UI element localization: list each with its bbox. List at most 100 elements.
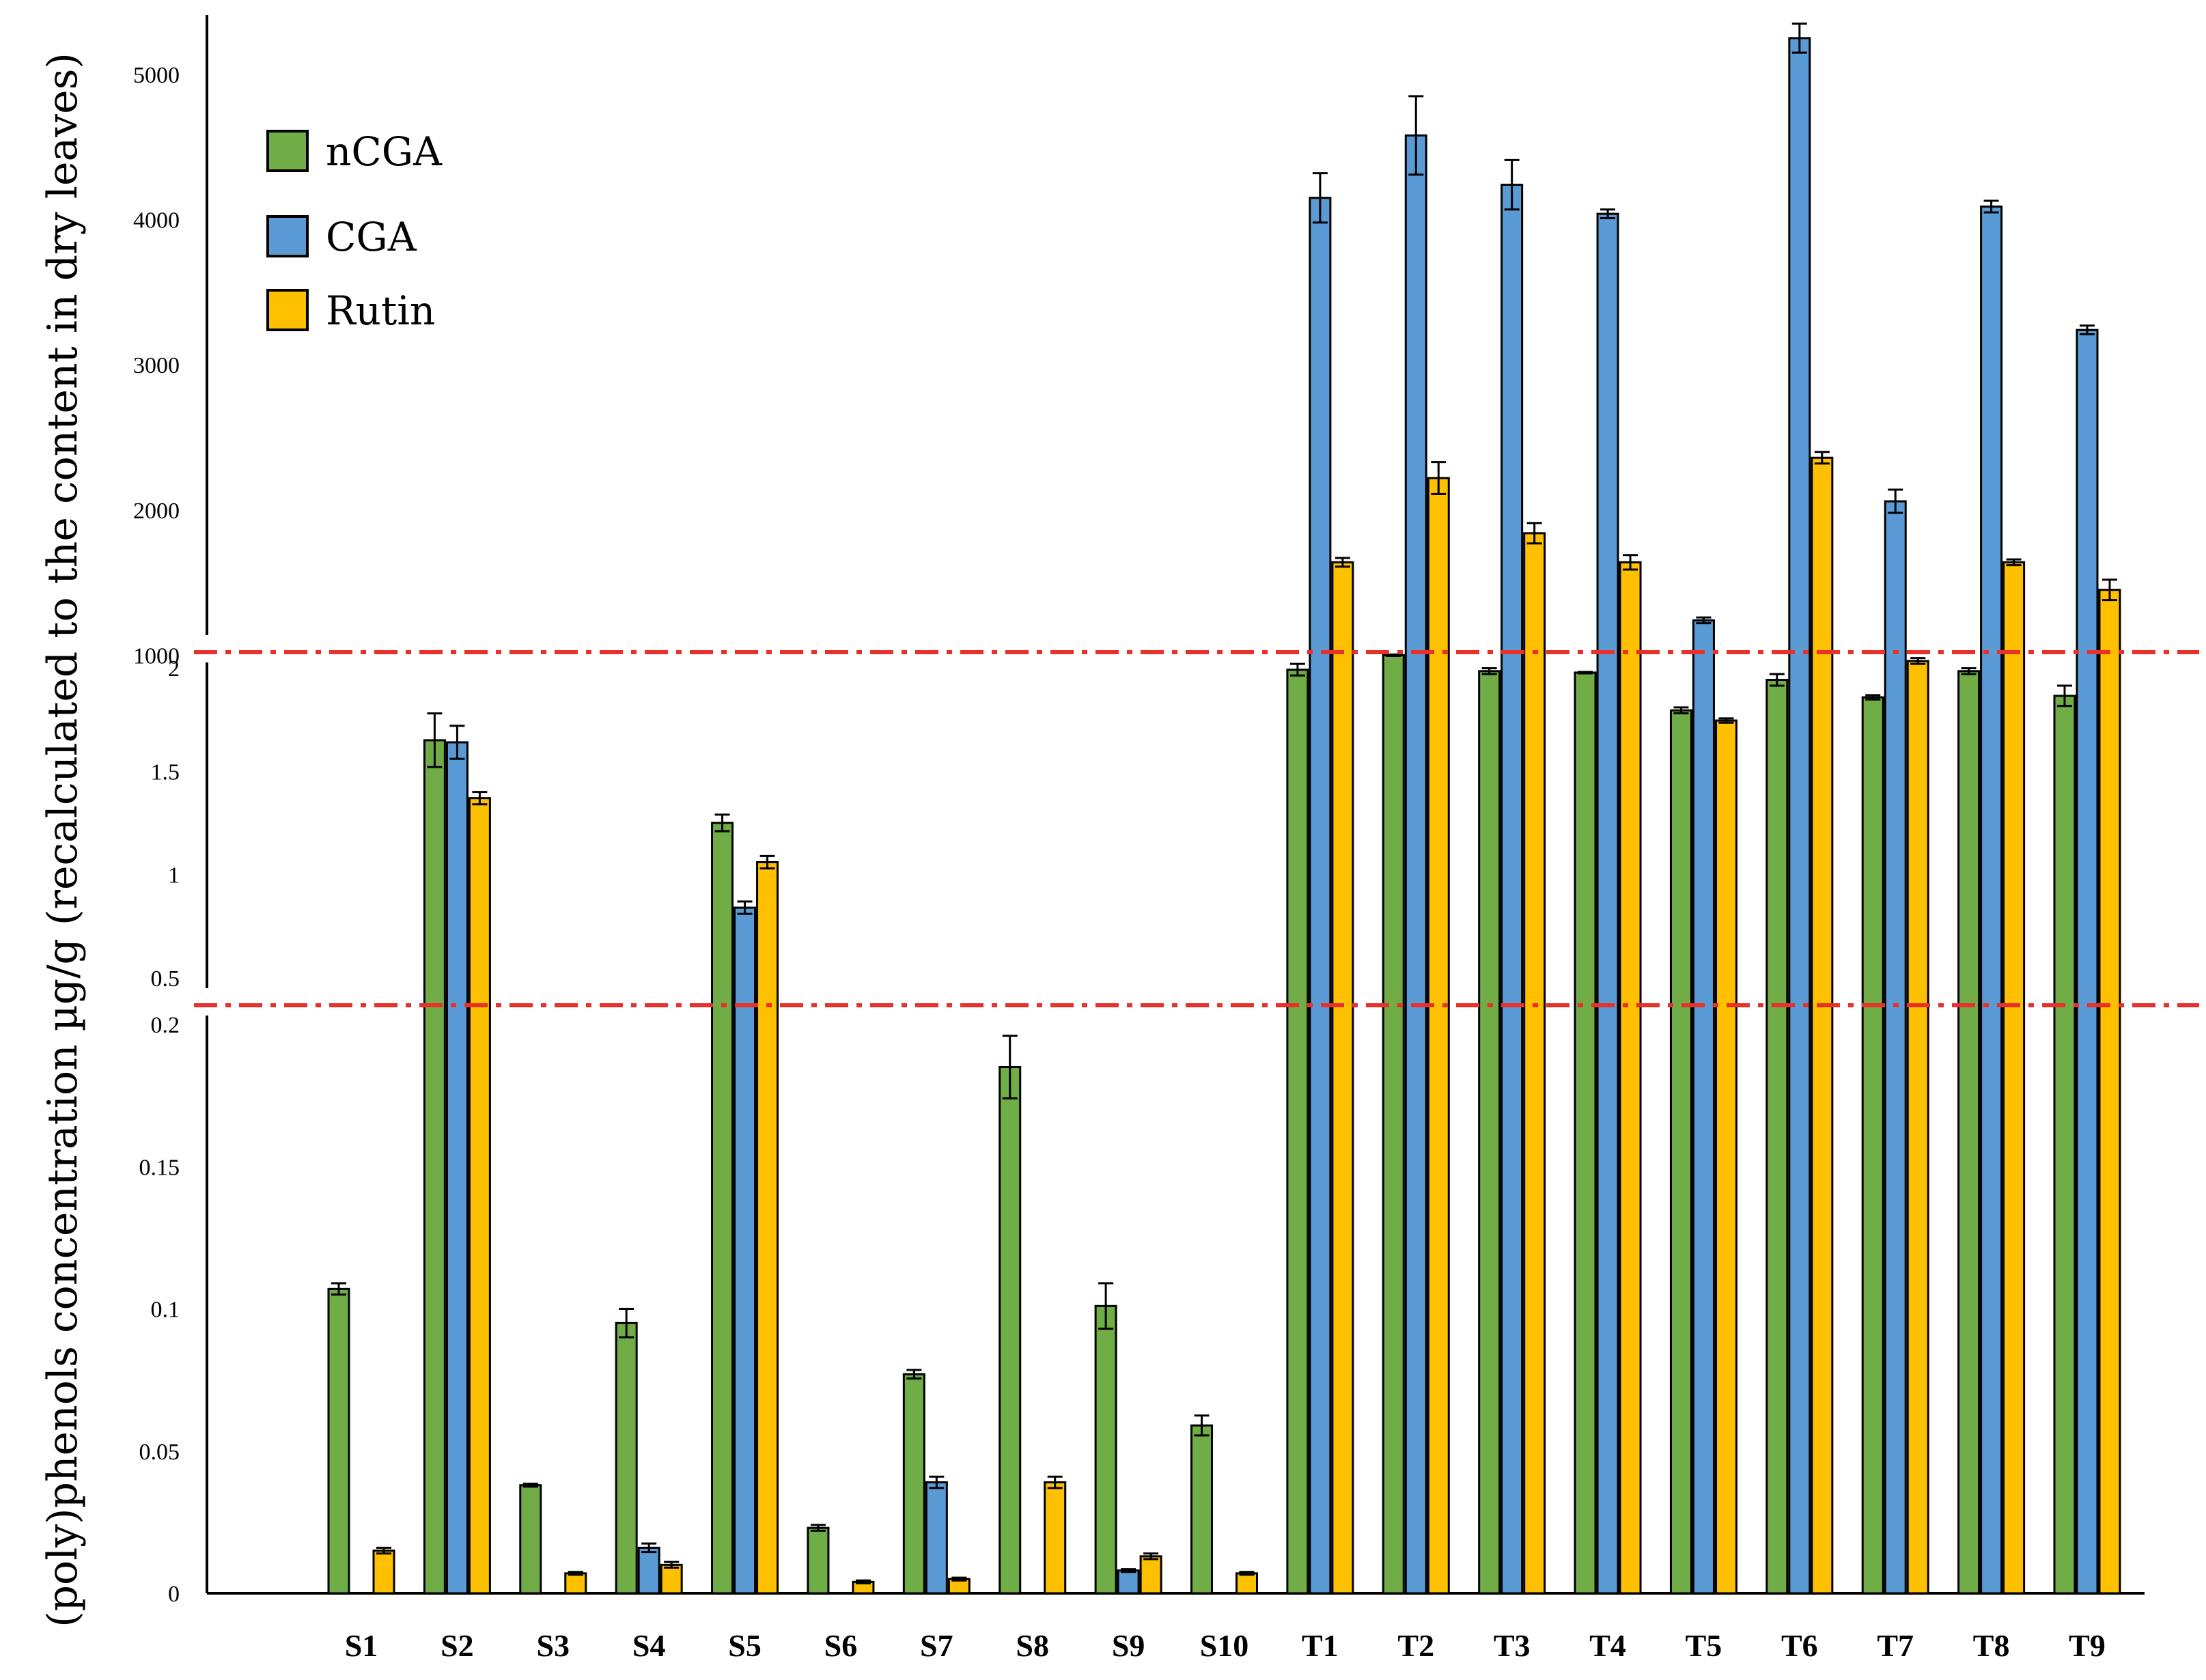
- bar-nCGA-T2: [1382, 654, 1405, 1595]
- error-bar-Rutin-T7: [1910, 657, 1926, 665]
- error-bar-Rutin-S9: [1143, 1552, 1159, 1560]
- error-bar-Rutin-S6: [855, 1579, 871, 1584]
- error-bar-nCGA-S6: [810, 1524, 826, 1532]
- legend-label: nCGA: [326, 128, 443, 175]
- bar-Rutin-T5: [1714, 719, 1737, 1595]
- x-tick-label-T5: T5: [1686, 1628, 1722, 1663]
- bar-nCGA-S5: [711, 822, 734, 1595]
- bar-nCGA-T1: [1286, 669, 1309, 1595]
- error-bar-Rutin-T1: [1335, 557, 1350, 568]
- error-bar-Rutin-T4: [1623, 554, 1638, 571]
- x-tick-label-T9: T9: [2069, 1628, 2106, 1663]
- legend-item-Rutin: Rutin: [266, 288, 435, 334]
- error-bar-nCGA-S8: [1002, 1035, 1018, 1100]
- bar-nCGA-S3: [519, 1484, 542, 1595]
- y-tick-label: 3000: [133, 353, 180, 378]
- y-tick-label: 0.5: [151, 966, 180, 992]
- bar-Rutin-S5: [756, 861, 779, 1595]
- bar-Rutin-S2: [468, 797, 491, 1595]
- bar-Rutin-T9: [2098, 589, 2121, 1595]
- x-tick-label-T2: T2: [1397, 1628, 1434, 1663]
- bar-Rutin-S10: [1235, 1572, 1258, 1595]
- bar-CGA-T1: [1309, 197, 1332, 1595]
- error-bar-Rutin-S8: [1047, 1475, 1063, 1489]
- bar-nCGA-T6: [1765, 679, 1789, 1595]
- error-bar-nCGA-T5: [1673, 706, 1689, 714]
- bar-Rutin-S9: [1139, 1555, 1162, 1595]
- bar-nCGA-S1: [327, 1287, 350, 1595]
- error-bar-CGA-S4: [641, 1542, 657, 1554]
- error-bar-Rutin-S1: [376, 1546, 391, 1555]
- bar-Rutin-T3: [1523, 532, 1546, 1595]
- legend-item-CGA: CGA: [266, 214, 417, 260]
- y-tick-label: 4000: [133, 208, 180, 234]
- x-tick-label-S1: S1: [345, 1628, 378, 1663]
- legend-item-nCGA: nCGA: [266, 128, 443, 175]
- error-bar-Rutin-T5: [1718, 717, 1734, 724]
- bar-CGA-S9: [1117, 1569, 1140, 1595]
- error-bar-CGA-S9: [1121, 1568, 1136, 1573]
- bar-nCGA-T8: [1957, 670, 1981, 1595]
- error-bar-Rutin-T6: [1814, 451, 1830, 465]
- bar-CGA-T6: [1788, 37, 1811, 1595]
- error-bar-Rutin-T9: [2102, 578, 2117, 602]
- y-tick-label: 0.1: [151, 1298, 180, 1323]
- error-bar-nCGA-S5: [714, 813, 730, 832]
- error-bar-nCGA-S4: [619, 1308, 634, 1339]
- bar-CGA-T7: [1884, 500, 1907, 1595]
- bar-Rutin-T2: [1427, 477, 1450, 1595]
- bar-Rutin-T4: [1619, 561, 1642, 1595]
- error-bar-nCGA-S1: [331, 1282, 346, 1296]
- error-bar-nCGA-T8: [1961, 667, 1977, 675]
- bar-nCGA-T7: [1861, 696, 1884, 1595]
- x-tick-label-S7: S7: [920, 1628, 953, 1663]
- bar-nCGA-T4: [1574, 671, 1597, 1595]
- error-bar-Rutin-T8: [2006, 558, 2022, 567]
- error-bar-nCGA-S3: [522, 1483, 538, 1488]
- bar-CGA-S4: [637, 1546, 660, 1595]
- error-bar-nCGA-S2: [427, 712, 443, 768]
- error-bar-Rutin-S2: [472, 791, 488, 806]
- error-bar-Rutin-S5: [759, 854, 775, 870]
- error-bar-CGA-S5: [737, 900, 753, 915]
- error-bar-nCGA-T7: [1865, 694, 1881, 701]
- legend-label: CGA: [326, 214, 417, 260]
- y-tick-label: 1000: [133, 643, 180, 669]
- error-bar-Rutin-S3: [568, 1571, 583, 1576]
- bar-CGA-T8: [1980, 205, 2003, 1595]
- bar-Rutin-S8: [1044, 1481, 1067, 1595]
- y-tick-label: 5000: [133, 63, 180, 88]
- x-tick-label-T3: T3: [1494, 1628, 1531, 1663]
- x-tick-label-S3: S3: [536, 1628, 570, 1663]
- y-tick-label: 1: [168, 863, 180, 888]
- error-bar-nCGA-T1: [1289, 662, 1305, 677]
- bar-CGA-T2: [1404, 134, 1427, 1595]
- error-bar-CGA-T5: [1696, 616, 1712, 625]
- error-bar-CGA-T9: [2080, 324, 2095, 336]
- bar-nCGA-T3: [1478, 670, 1501, 1595]
- error-bar-Rutin-S10: [1239, 1571, 1255, 1576]
- error-bar-CGA-S2: [449, 725, 465, 760]
- bar-nCGA-S9: [1094, 1304, 1117, 1595]
- y-tick-label: 2: [168, 656, 180, 682]
- bar-CGA-S5: [734, 906, 757, 1595]
- error-bar-CGA-T4: [1600, 208, 1616, 219]
- error-bar-nCGA-T6: [1769, 673, 1785, 687]
- legend-label: Rutin: [326, 288, 435, 334]
- error-bar-CGA-T3: [1504, 158, 1520, 211]
- error-bar-Rutin-S7: [951, 1576, 967, 1582]
- bar-Rutin-T7: [1906, 660, 1929, 1595]
- y-tick-label: 0.15: [139, 1155, 180, 1180]
- bar-nCGA-S10: [1190, 1424, 1213, 1595]
- bar-CGA-S2: [445, 741, 469, 1595]
- x-tick-label-T8: T8: [1973, 1628, 2010, 1663]
- bar-CGA-T4: [1596, 212, 1619, 1595]
- bar-nCGA-T5: [1669, 709, 1692, 1595]
- error-bar-nCGA-T3: [1481, 667, 1497, 675]
- error-bar-Rutin-S4: [664, 1560, 680, 1569]
- bar-nCGA-S7: [902, 1373, 925, 1595]
- bar-nCGA-T9: [2053, 695, 2076, 1595]
- x-tick-label-T6: T6: [1781, 1628, 1818, 1663]
- bar-CGA-T5: [1692, 619, 1715, 1595]
